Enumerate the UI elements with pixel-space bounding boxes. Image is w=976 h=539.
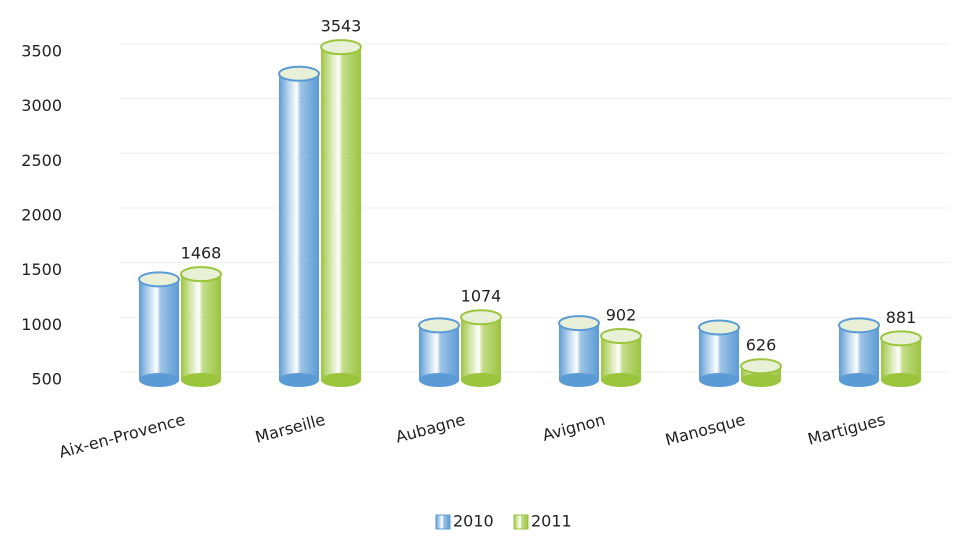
y-tick-label: 3500: [21, 41, 62, 60]
x-tick-label: Marseille: [253, 410, 327, 447]
x-tick-label: Aix-en-Provence: [57, 410, 187, 462]
data-label: 1074: [461, 287, 502, 306]
y-tick-label: 500: [31, 370, 62, 389]
data-label: 3543: [321, 17, 362, 36]
bar: [278, 65, 320, 387]
data-label: 1468: [181, 244, 222, 263]
x-tick-label: Aubagne: [394, 410, 468, 447]
data-label: 881: [886, 308, 917, 327]
y-tick-label: 2000: [21, 205, 62, 224]
x-tick-label: Manosque: [663, 410, 747, 450]
legend-swatch: [513, 514, 529, 530]
y-tick-label: 3000: [21, 96, 62, 115]
bar: [418, 317, 460, 387]
legend-swatch: [435, 514, 451, 530]
x-tick-label: Martigues: [806, 410, 888, 449]
bar: [460, 309, 502, 387]
legend-label: 2011: [531, 512, 572, 531]
y-tick-label: 1000: [21, 315, 62, 334]
bar: [838, 317, 880, 387]
data-label: 626: [746, 336, 777, 355]
legend-label: 2010: [453, 512, 494, 531]
bar: [180, 266, 222, 387]
bar: [698, 319, 740, 387]
bar: [320, 39, 362, 387]
bar: [558, 315, 600, 387]
data-label: 902: [606, 306, 637, 325]
bar: [600, 328, 642, 387]
x-tick-label: Avignon: [540, 410, 607, 445]
bar: [880, 330, 922, 387]
y-tick-label: 2500: [21, 151, 62, 170]
bar: [740, 358, 782, 387]
y-tick-label: 1500: [21, 260, 62, 279]
bar: [138, 271, 180, 387]
